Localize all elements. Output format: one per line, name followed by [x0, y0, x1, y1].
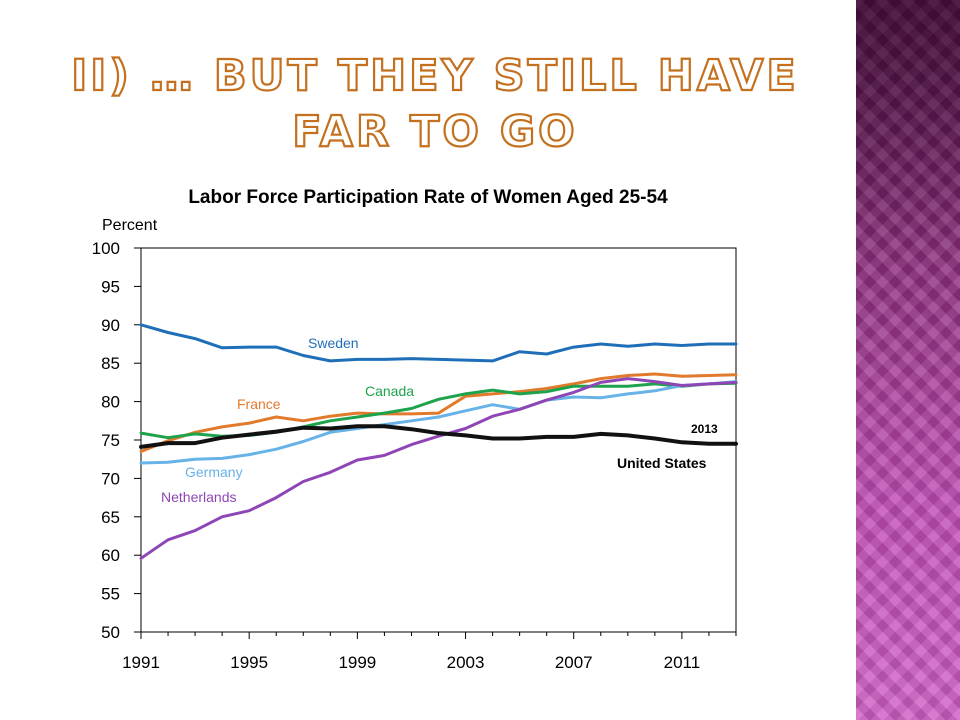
y-tick-label: 95 — [101, 277, 120, 296]
series-label-united-states: United States — [617, 455, 707, 471]
plot-frame — [140, 247, 737, 633]
y-tick-label: 85 — [101, 354, 120, 373]
y-tick-label: 50 — [101, 623, 120, 642]
x-tick-label: 2011 — [664, 653, 701, 672]
series-line-netherlands — [139, 377, 738, 560]
slide-title: II) … But they still have far to go — [70, 50, 799, 158]
decorative-side-panel — [856, 0, 960, 720]
axes: 50 55 60 65 70 75 80 85 90 95 100 1991 1995 1999 2003 2… — [92, 239, 737, 672]
series-line-france — [139, 372, 738, 453]
series-label-sweden: Sweden — [308, 335, 359, 351]
y-tick-label: 70 — [101, 469, 120, 488]
y-tick-label: 100 — [92, 239, 120, 258]
y-axis-label: Percent — [102, 217, 158, 234]
series-label-netherlands: Netherlands — [161, 489, 237, 505]
x-tick-label: 1991 — [122, 653, 160, 672]
series-labels: Sweden France Canada Germany Netherlands Unit… — [161, 335, 718, 505]
y-tick-label: 75 — [101, 431, 120, 450]
series-line-germany — [139, 380, 738, 465]
y-tick-label: 80 — [101, 393, 120, 412]
y-tick-label: 90 — [101, 316, 120, 335]
series-label-france: France — [237, 396, 281, 412]
chart-title: Labor Force Participation Rate of Women … — [188, 187, 668, 208]
series-line-united-states — [139, 424, 738, 449]
series-label-canada: Canada — [365, 383, 414, 399]
y-tick-label: 55 — [101, 585, 120, 604]
end-year-label: 2013 — [691, 422, 718, 436]
y-tick-label: 60 — [101, 546, 120, 565]
x-tick-label: 1995 — [230, 653, 268, 672]
series-lines — [139, 323, 738, 560]
series-line-sweden — [139, 323, 738, 363]
line-chart: Labor Force Participation Rate of Women … — [92, 187, 738, 672]
series-label-germany: Germany — [185, 464, 243, 480]
x-tick-label: 2007 — [555, 653, 593, 672]
x-tick-label: 2003 — [447, 653, 485, 672]
side-panel-border — [852, 0, 856, 720]
x-tick-label: 1999 — [338, 653, 376, 672]
y-tick-label: 65 — [101, 508, 120, 527]
